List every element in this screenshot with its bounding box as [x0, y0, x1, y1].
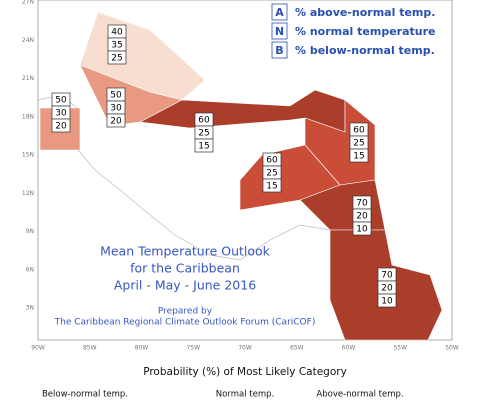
prob-cell	[349, 148, 369, 163]
legend-key	[271, 41, 288, 59]
prob-value: 30	[110, 104, 122, 114]
lat-label: 9N	[26, 228, 34, 235]
prob-value: 10	[356, 225, 368, 235]
prob-cell	[107, 50, 127, 65]
prob-value: 25	[111, 54, 122, 64]
footer: Probability (%) of Most Likely Category	[143, 366, 347, 378]
legend-key	[271, 22, 288, 40]
title-line: for the Caribbean	[130, 261, 240, 276]
prob-value: 20	[55, 122, 67, 132]
legend-letter: B	[275, 44, 283, 57]
lon-label: 55W	[393, 345, 407, 352]
lat-label: 3N	[26, 305, 34, 312]
category-label: Normal temp.	[216, 390, 274, 400]
lon-label: 60W	[342, 345, 356, 352]
prob-value: 60	[266, 156, 278, 166]
legend-text: % below-normal temp.	[295, 44, 435, 57]
lat-label: 15N	[22, 152, 34, 159]
legend-letter: N	[275, 25, 284, 38]
prob-value: 25	[353, 139, 364, 149]
legend-key	[271, 3, 288, 21]
lat-label: 18N	[22, 113, 34, 120]
prob-cell	[194, 138, 214, 153]
lon-label: 75W	[186, 345, 200, 352]
prob-value: 10	[381, 297, 393, 307]
prob-value: 50	[110, 91, 122, 101]
lat-label: 24N	[22, 37, 34, 44]
prob-cell	[51, 118, 71, 133]
prob-value: 60	[198, 116, 210, 126]
prob-cell	[106, 113, 126, 128]
prob-value: 30	[55, 109, 67, 119]
prob-value: 20	[110, 117, 122, 127]
prob-value: 35	[111, 41, 122, 51]
legend-box	[264, 1, 450, 59]
lon-label: 80W	[135, 345, 149, 352]
prob-value: 25	[198, 129, 209, 139]
prob-value: 25	[266, 169, 277, 179]
lon-label: 50W	[445, 345, 459, 352]
lon-label: 65W	[290, 345, 304, 352]
prob-value: 15	[266, 182, 277, 192]
lon-label: 90W	[31, 345, 45, 352]
prob-value: 70	[381, 271, 393, 281]
lon-label: 70W	[238, 345, 252, 352]
prob-value: 20	[381, 284, 393, 294]
prepared-line: Prepared by	[158, 307, 213, 317]
prob-value: 15	[353, 152, 364, 162]
lat-label: 6N	[26, 266, 34, 273]
legend-letter: A	[275, 6, 284, 19]
lat-label: 21N	[22, 75, 34, 82]
lon-label: 85W	[83, 345, 97, 352]
prob-cell	[262, 178, 282, 193]
legend: A % above-normal temp. N % normal temperatu…	[264, 1, 450, 59]
prob-value: 60	[353, 126, 365, 136]
prob-cell	[377, 293, 397, 308]
prob-value: 40	[111, 28, 123, 38]
lat-label: 27N	[22, 0, 34, 6]
prepared-line: The Caribbean Regional Climate Outlook F…	[54, 318, 316, 328]
prob-value: 20	[356, 212, 368, 222]
category-label: Above-normal temp.	[316, 390, 403, 400]
prob-value: 70	[356, 199, 368, 209]
title-line: Mean Temperature Outlook	[100, 244, 271, 259]
category-label: Below-normal temp.	[42, 390, 128, 400]
prob-value: 15	[198, 142, 209, 152]
lat-label: 12N	[22, 190, 34, 197]
prob-cell	[352, 221, 372, 236]
legend-text: % normal temperature	[295, 25, 436, 38]
title-line: April - May - June 2016	[114, 278, 256, 293]
prob-value: 50	[55, 96, 67, 106]
legend-text: % above-normal temp.	[295, 6, 435, 19]
